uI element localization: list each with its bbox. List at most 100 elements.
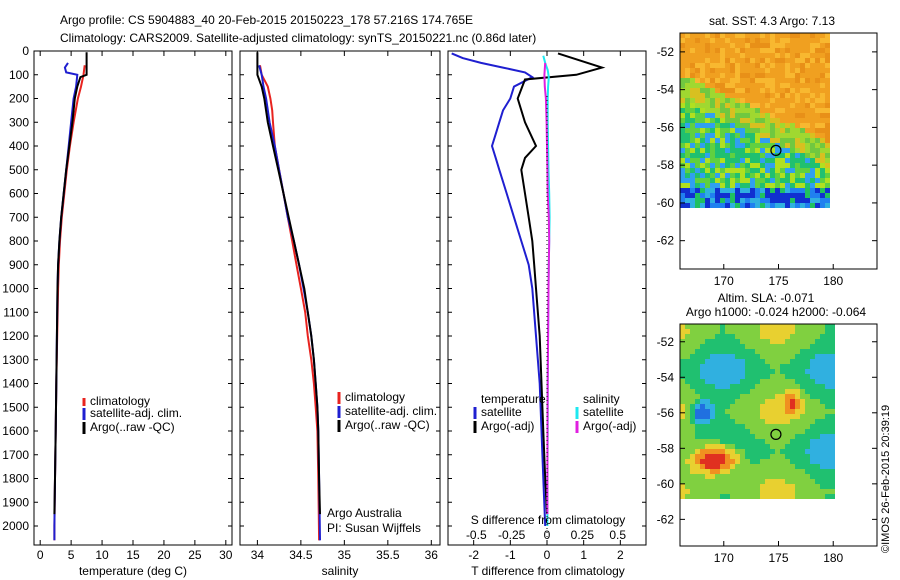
map-cell: [720, 474, 725, 479]
map-cell: [785, 329, 790, 334]
map-cell: [820, 434, 825, 439]
map-cell: [690, 334, 695, 339]
map-cell: [800, 143, 805, 148]
map-cell: [715, 88, 720, 93]
map-cell: [705, 58, 710, 63]
map-cell: [795, 489, 800, 494]
map-cell: [730, 68, 735, 73]
map-cell: [715, 73, 720, 78]
map-cell: [745, 459, 750, 464]
map-cell: [785, 153, 790, 158]
map-cell: [705, 108, 710, 113]
map-cell: [740, 53, 745, 58]
map-cell: [710, 83, 715, 88]
map-cell: [725, 133, 730, 138]
map-cell: [820, 183, 825, 188]
map-cell: [810, 419, 815, 424]
map-cell: [755, 494, 760, 499]
map-cell: [775, 469, 780, 474]
map-cell: [820, 469, 825, 474]
map-cell: [815, 198, 820, 203]
map-cell: [815, 183, 820, 188]
x-tick-label: 35: [338, 548, 352, 562]
map-cell: [830, 359, 835, 364]
map-cell: [705, 419, 710, 424]
map-cell: [705, 83, 710, 88]
map-cell: [690, 354, 695, 359]
map-cell: [770, 354, 775, 359]
map-cell: [770, 153, 775, 158]
y-tick-label: 1200: [2, 329, 29, 343]
map-cell: [795, 168, 800, 173]
map-cell: [685, 339, 690, 344]
map-cell: [820, 339, 825, 344]
map-cell: [760, 38, 765, 43]
map-cell: [815, 73, 820, 78]
map-cell: [825, 389, 830, 394]
map-cell: [755, 153, 760, 158]
map-cell: [710, 324, 715, 329]
map-cell: [710, 113, 715, 118]
map-cell: [705, 484, 710, 489]
map-cell: [730, 384, 735, 389]
map-cell: [800, 339, 805, 344]
map-cell: [695, 479, 700, 484]
map-cell: [745, 419, 750, 424]
map-cell: [725, 439, 730, 444]
map-cell: [765, 183, 770, 188]
map-cell: [770, 454, 775, 459]
map-cell: [825, 429, 830, 434]
map-cell: [780, 409, 785, 414]
map-cell: [740, 138, 745, 143]
map-cell: [760, 198, 765, 203]
map-cell: [825, 454, 830, 459]
map-cell: [765, 489, 770, 494]
map-cell: [785, 138, 790, 143]
map-cell: [800, 484, 805, 489]
map-cell: [735, 63, 740, 68]
map-cell: [770, 193, 775, 198]
map-cell: [825, 198, 830, 203]
map-cell: [795, 53, 800, 58]
map-cell: [795, 359, 800, 364]
map-cell: [745, 489, 750, 494]
map-cell: [810, 394, 815, 399]
map-cell: [705, 384, 710, 389]
map-cell: [820, 163, 825, 168]
map-cell: [700, 168, 705, 173]
map-cell: [810, 183, 815, 188]
map-cell: [785, 178, 790, 183]
map-cell: [750, 78, 755, 83]
y-tick-label: 100: [9, 68, 29, 82]
legend-label-t-satellite: satellite: [481, 405, 522, 419]
legend-label-s-satellite: satellite: [583, 405, 624, 419]
map-cell: [705, 93, 710, 98]
map-cell: [690, 68, 695, 73]
map-cell: [700, 389, 705, 394]
map-cell: [830, 419, 835, 424]
map-cell: [820, 464, 825, 469]
map-cell: [735, 409, 740, 414]
map-cell: [755, 123, 760, 128]
map-cell: [800, 349, 805, 354]
map-cell: [735, 369, 740, 374]
map-cell: [775, 63, 780, 68]
map-cell: [820, 369, 825, 374]
map-cell: [785, 359, 790, 364]
map-cell: [765, 434, 770, 439]
map-cell: [815, 434, 820, 439]
map-cell: [755, 419, 760, 424]
map-cell: [725, 424, 730, 429]
map-cell: [690, 123, 695, 128]
map-cell: [770, 434, 775, 439]
map-cell: [780, 153, 785, 158]
map-cell: [775, 479, 780, 484]
map-cell: [770, 339, 775, 344]
map-cell: [785, 479, 790, 484]
map-cell: [705, 143, 710, 148]
map-cell: [685, 404, 690, 409]
map-cell: [710, 404, 715, 409]
map-cell: [725, 334, 730, 339]
map-cell: [750, 168, 755, 173]
map-cell: [740, 489, 745, 494]
